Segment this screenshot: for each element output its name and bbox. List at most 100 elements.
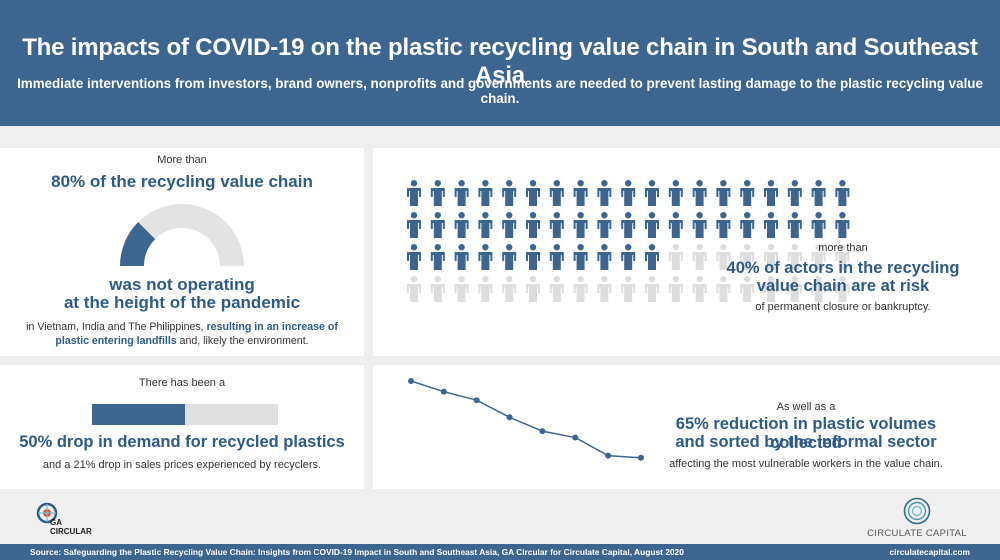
person-icon — [573, 212, 588, 238]
person-icon — [740, 244, 755, 270]
person-icon — [526, 244, 540, 270]
people-pictogram — [407, 180, 850, 302]
person-icon — [549, 276, 564, 302]
trend-point — [473, 397, 480, 404]
person-icon — [621, 244, 636, 270]
stat-pre-text: more than — [818, 242, 868, 254]
person-icon — [692, 180, 707, 206]
person-icon — [764, 180, 778, 206]
stat-headline-line-2: value chain are at risk — [756, 277, 930, 295]
person-icon — [764, 244, 778, 270]
person-icon — [407, 180, 421, 206]
stat-line-1: was not operating — [109, 275, 255, 294]
ga-circular-icon — [36, 502, 58, 524]
person-icon — [716, 212, 731, 238]
person-icon — [502, 180, 517, 206]
semicircle-gauge — [120, 204, 244, 266]
person-icon — [621, 212, 636, 238]
person-icon — [787, 212, 802, 238]
header-banner: The impacts of COVID-19 on the plastic r… — [0, 0, 1000, 126]
person-icon — [526, 276, 540, 302]
stat-post-text: and a 21% drop in sales prices experienc… — [42, 459, 322, 471]
stat-headline-line-1: 40% of actors in the recycling — [726, 259, 960, 277]
person-icon — [835, 244, 850, 270]
note-lead: in Vietnam, India and The Philippines, — [26, 321, 207, 333]
stat-card-at-risk: more than 40% of actors in the recycling… — [373, 148, 1000, 356]
stat-post-text: affecting the most vulnerable workers in… — [669, 458, 943, 470]
person-icon — [407, 212, 421, 238]
circulate-capital-icon — [903, 497, 931, 525]
person-icon — [597, 244, 612, 270]
person-icon — [573, 180, 588, 206]
person-icon — [668, 212, 683, 238]
trend-point — [638, 454, 644, 461]
person-icon — [716, 244, 731, 270]
gauge-fill — [120, 222, 156, 266]
person-icon — [454, 276, 469, 302]
person-icon — [478, 276, 493, 302]
person-icon — [668, 276, 683, 302]
progress-bar-fill — [92, 404, 185, 425]
person-icon — [645, 276, 659, 302]
person-icon — [430, 180, 445, 206]
person-icon — [764, 212, 778, 238]
stat-line-2: at the height of the pandemic — [63, 293, 301, 312]
trend-polyline — [410, 380, 642, 459]
person-icon — [407, 276, 421, 302]
person-icon — [668, 244, 683, 270]
person-icon — [597, 276, 612, 302]
person-icon — [454, 212, 469, 238]
person-icon — [811, 212, 826, 238]
stat-pre-text: More than — [157, 154, 207, 166]
person-icon — [692, 244, 707, 270]
progress-bar — [92, 404, 278, 425]
person-icon — [835, 180, 850, 206]
person-icon — [573, 244, 588, 270]
page-title: The impacts of COVID-19 on the plastic r… — [22, 34, 978, 89]
stat-headline-line-2: and sorted by the informal sector — [675, 433, 937, 451]
stat-headline: 50% drop in demand for recycled plastics — [19, 433, 345, 451]
trend-point — [408, 378, 414, 384]
stat-pre-text: As well as a — [776, 401, 836, 413]
stat-headline: 80% of the recycling value chain — [51, 172, 313, 191]
person-icon — [573, 276, 588, 302]
person-icon — [502, 276, 517, 302]
trend-point — [572, 434, 579, 441]
ga-logo-text-1: GA — [50, 518, 62, 527]
person-icon — [835, 212, 850, 238]
trend-point — [605, 452, 612, 459]
person-icon — [549, 212, 564, 238]
stat-card-volume-reduction: As well as a 65% reduction in plastic vo… — [373, 365, 1000, 489]
source-citation: Source: Safeguarding the Plastic Recycli… — [30, 547, 684, 557]
person-icon — [787, 180, 802, 206]
person-icon — [645, 212, 659, 238]
website-link[interactable]: circulatecapital.com — [889, 547, 970, 557]
person-icon — [526, 180, 540, 206]
trend-point — [440, 388, 447, 395]
person-icon — [668, 180, 683, 206]
person-icon — [502, 212, 517, 238]
note-tail: and, likely the environment. — [176, 335, 309, 347]
person-icon — [811, 244, 826, 270]
person-icon — [478, 180, 493, 206]
person-icon — [716, 276, 731, 302]
person-icon — [430, 212, 445, 238]
gauge-track — [120, 204, 244, 266]
person-icon — [430, 276, 445, 302]
person-icon — [597, 212, 612, 238]
person-icon — [811, 276, 826, 302]
declining-trend-line — [408, 378, 644, 461]
person-icon — [645, 180, 659, 206]
person-icon — [740, 212, 755, 238]
person-icon — [835, 276, 850, 302]
person-icon — [764, 276, 778, 302]
stat-note: in Vietnam, India and The Philippines, r… — [10, 320, 354, 348]
person-icon — [621, 180, 636, 206]
stat-card-not-operating: More than 80% of the recycling value cha… — [0, 148, 364, 356]
ga-circular-logo: GA CIRCULAR — [36, 502, 96, 540]
person-icon — [787, 276, 802, 302]
person-icon — [740, 276, 755, 302]
person-icon — [407, 244, 421, 270]
person-icon — [549, 244, 564, 270]
trend-point — [539, 428, 546, 435]
